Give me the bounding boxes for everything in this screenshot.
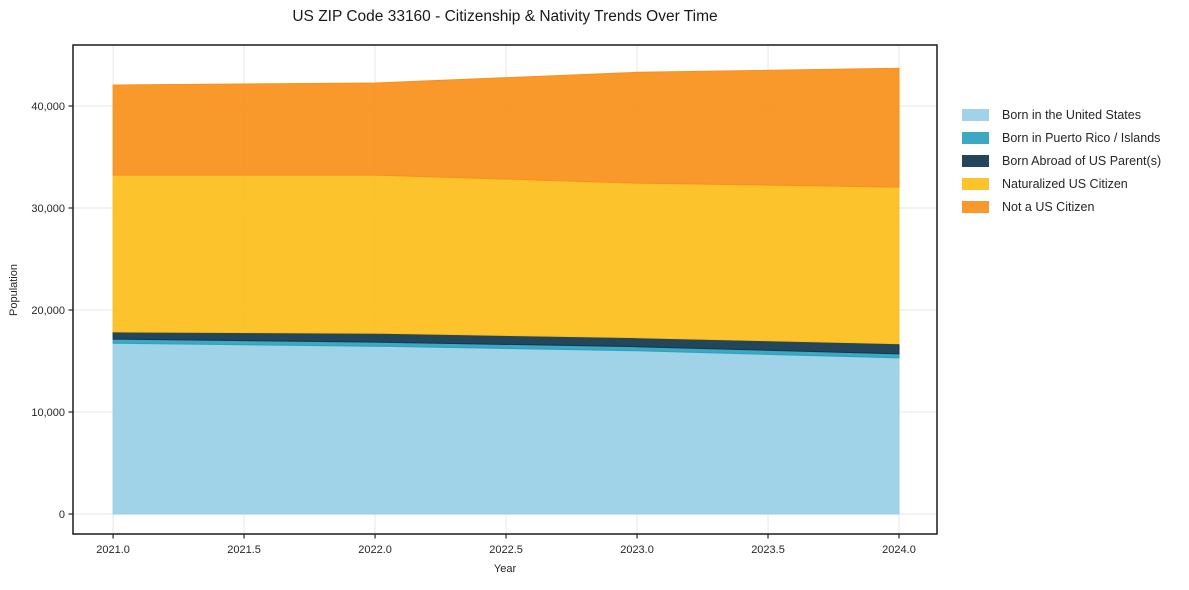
legend-swatch-born-abroad xyxy=(962,154,989,167)
legend-item-naturalized: Naturalized US Citizen xyxy=(962,172,1161,195)
legend-swatch-born-in-puerto-rico xyxy=(962,131,989,144)
legend: Born in the United States Born in Puerto… xyxy=(962,103,1161,218)
legend-item-born-in-us: Born in the United States xyxy=(962,103,1161,126)
area-series-3 xyxy=(112,174,900,345)
y-tick-label: 40,000 xyxy=(31,101,65,113)
legend-label: Born in Puerto Rico / Islands xyxy=(1002,130,1161,145)
x-axis-label: Year xyxy=(493,563,517,575)
x-tick-label: 2022.5 xyxy=(489,544,523,556)
area-series-0 xyxy=(112,342,900,515)
legend-label: Born in the United States xyxy=(1002,107,1141,122)
y-axis-label: Population xyxy=(8,264,20,316)
legend-label: Born Abroad of US Parent(s) xyxy=(1002,153,1162,168)
x-tick-label: 2021.0 xyxy=(96,544,130,556)
legend-item-not-citizen: Not a US Citizen xyxy=(962,195,1161,218)
x-tick-label: 2023.5 xyxy=(751,544,785,556)
y-tick-label: 20,000 xyxy=(31,305,65,317)
x-tick-label: 2022.0 xyxy=(358,544,392,556)
x-tick-label: 2021.5 xyxy=(227,544,261,556)
area-series-4 xyxy=(112,67,900,188)
legend-swatch-not-citizen xyxy=(962,200,989,213)
legend-swatch-born-in-us xyxy=(962,108,989,121)
legend-label: Not a US Citizen xyxy=(1002,199,1095,214)
legend-swatch-naturalized xyxy=(962,177,989,190)
legend-item-born-abroad: Born Abroad of US Parent(s) xyxy=(962,149,1161,172)
y-tick-label: 30,000 xyxy=(31,203,65,215)
y-tick-label: 10,000 xyxy=(31,407,65,419)
chart-title: US ZIP Code 33160 - Citizenship & Nativi… xyxy=(292,8,718,25)
x-tick-label: 2024.0 xyxy=(882,544,916,556)
y-tick-label: 0 xyxy=(59,509,65,521)
x-tick-label: 2023.0 xyxy=(620,544,654,556)
legend-label: Naturalized US Citizen xyxy=(1002,176,1128,191)
plot-frame xyxy=(72,44,938,535)
legend-item-born-in-puerto-rico: Born in Puerto Rico / Islands xyxy=(962,126,1161,149)
